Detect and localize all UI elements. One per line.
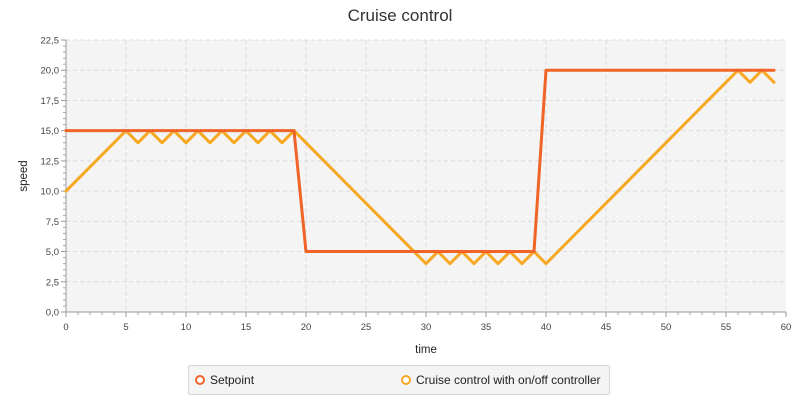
y-tick-label: 20,0 [41, 66, 60, 77]
y-axis-label: speed [18, 160, 30, 191]
legend-label: Cruise control with on/off controller [416, 373, 601, 387]
x-tick-label: 55 [721, 322, 732, 333]
legend-marker-icon [195, 375, 205, 385]
y-tick-label: 22,5 [41, 36, 60, 47]
x-tick-label: 25 [361, 322, 372, 333]
series-line-cruise-control [64, 68, 776, 266]
x-tick-label: 10 [181, 322, 192, 333]
y-tick-label: 17,5 [41, 96, 60, 107]
legend-label: Setpoint [210, 373, 255, 387]
series-line-setpoint [64, 68, 776, 254]
x-tick-label: 0 [63, 322, 68, 333]
series-lines [64, 68, 776, 266]
y-tick-label: 5,0 [46, 247, 59, 258]
x-tick-label: 60 [781, 322, 792, 333]
x-tick-label: 40 [541, 322, 552, 333]
grid [66, 39, 786, 312]
x-tick-label: 30 [421, 322, 432, 333]
chart-title: Cruise control [347, 6, 453, 25]
legend-item-cruise-control[interactable]: Cruise control with on/off controller [401, 373, 601, 387]
x-tick-label: 35 [481, 322, 492, 333]
x-tick-label: 45 [601, 322, 612, 333]
x-tick-label: 15 [241, 322, 252, 333]
x-tick-label: 50 [661, 322, 672, 333]
y-tick-label: 0,0 [46, 308, 59, 319]
y-tick-label: 2,5 [46, 277, 59, 288]
legend: Setpoint Cruise control with on/off cont… [188, 365, 610, 395]
y-tick-label: 7,5 [46, 217, 59, 228]
legend-marker-icon [401, 375, 411, 385]
y-tick-label: 15,0 [41, 126, 60, 137]
y-tick-label: 10,0 [41, 187, 60, 198]
x-axis-label: time [415, 344, 437, 356]
x-tick-label: 5 [123, 322, 128, 333]
axes: 0 5 10 15 20 25 30 35 40 45 50 55 60 0,0 2,5 5,0 7,5 10,0… [41, 36, 792, 334]
x-tick-label: 20 [301, 322, 312, 333]
legend-item-setpoint[interactable]: Setpoint [195, 373, 254, 387]
y-tick-label: 12,5 [41, 156, 60, 167]
